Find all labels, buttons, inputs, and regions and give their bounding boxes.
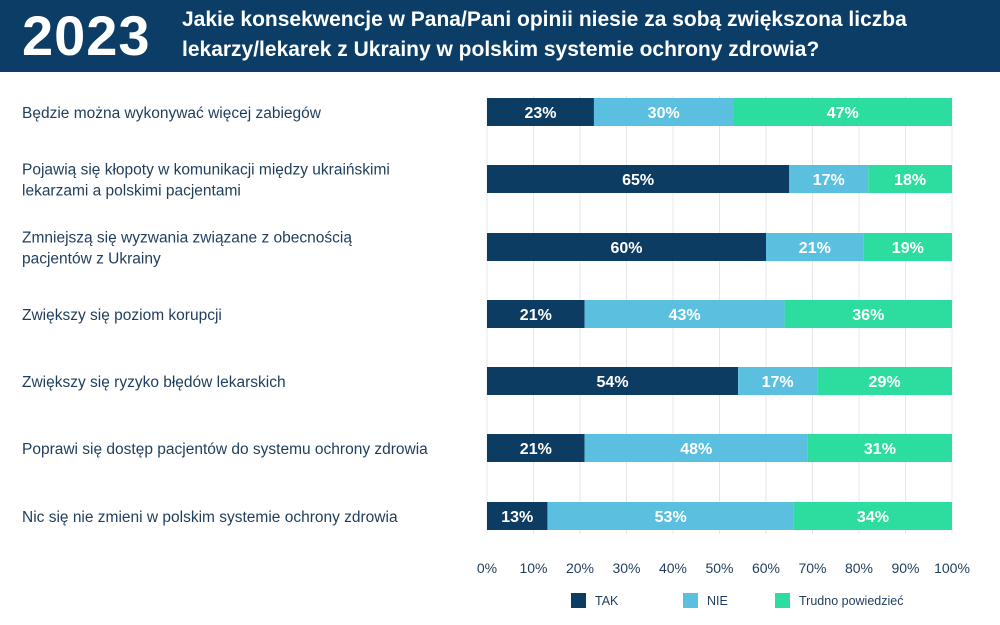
category-label: Zmniejszą się wyzwania związane z obecno… bbox=[22, 230, 352, 247]
legend-swatch-nie bbox=[683, 593, 698, 608]
data-label: 60% bbox=[610, 240, 642, 257]
category-label: lekarzami a polskimi pacjentami bbox=[22, 183, 241, 200]
data-label: 17% bbox=[762, 374, 794, 391]
bar-trudno-powiedzieć bbox=[793, 502, 952, 530]
x-tick-label: 100% bbox=[934, 560, 970, 576]
bar-nie bbox=[766, 233, 864, 261]
bar-nie bbox=[584, 300, 785, 328]
legend-label: TAK bbox=[595, 594, 619, 608]
data-label: 31% bbox=[864, 441, 896, 458]
bar-trudno-powiedzieć bbox=[868, 165, 952, 193]
bar-nie bbox=[547, 502, 794, 530]
legend: TAK NIE Trudno powiedzieć bbox=[571, 593, 903, 608]
data-label: 54% bbox=[597, 374, 629, 391]
x-tick-label: 20% bbox=[566, 560, 594, 576]
category-labels: Będzie można wykonywać więcej zabiegów Po… bbox=[22, 105, 428, 526]
data-label: 47% bbox=[827, 105, 859, 122]
bar-nie bbox=[593, 98, 734, 126]
data-label: 48% bbox=[680, 441, 712, 458]
data-label: 23% bbox=[524, 105, 556, 122]
x-tick-label: 30% bbox=[612, 560, 640, 576]
x-tick-label: 10% bbox=[519, 560, 547, 576]
legend-swatch-trudno-powiedzieć bbox=[775, 593, 790, 608]
legend-swatch-tak bbox=[571, 593, 586, 608]
x-axis-ticks: 0% 10% 20% 30% 40% 50% 60% 70% 80% 90% 100% bbox=[477, 560, 970, 576]
data-label: 29% bbox=[869, 374, 901, 391]
category-label: Poprawi się dostęp pacjentów do systemu … bbox=[22, 441, 428, 458]
data-label: 36% bbox=[852, 307, 884, 324]
category-label: Zwiększy się poziom korupcji bbox=[22, 307, 222, 324]
bar-nie bbox=[789, 165, 869, 193]
bars: 23% 30% 47% 65% 17% 18% 60% 21% 19% 21% 43% 36% 54% 1… bbox=[487, 98, 952, 530]
data-label: 21% bbox=[520, 441, 552, 458]
bar-tak bbox=[487, 367, 739, 395]
bar-trudno-powiedzieć bbox=[817, 367, 952, 395]
year-label: 2023 bbox=[22, 4, 151, 67]
bar-trudno-powiedzieć bbox=[733, 98, 952, 126]
data-label: 53% bbox=[655, 509, 687, 526]
data-label: 18% bbox=[894, 172, 926, 189]
bar-tak bbox=[487, 502, 548, 530]
bar-trudno-powiedzieć bbox=[784, 300, 952, 328]
category-label: Będzie można wykonywać więcej zabiegów bbox=[22, 105, 322, 122]
bar-tak bbox=[487, 300, 585, 328]
stacked-bar-chart: Będzie można wykonywać więcej zabiegów Po… bbox=[22, 96, 970, 608]
bar-trudno-powiedzieć bbox=[807, 434, 952, 462]
data-label: 43% bbox=[669, 307, 701, 324]
x-tick-label: 40% bbox=[659, 560, 687, 576]
x-tick-label: 70% bbox=[798, 560, 826, 576]
category-label: Nic się nie zmieni w polskim systemie oc… bbox=[22, 509, 398, 526]
data-label: 13% bbox=[501, 509, 533, 526]
bar-trudno-powiedzieć bbox=[863, 233, 952, 261]
legend-label: Trudno powiedzieć bbox=[799, 594, 903, 608]
chart-title: Jakie konsekwencje w Pana/Pani opinii ni… bbox=[182, 8, 907, 61]
bar-nie bbox=[738, 367, 818, 395]
bar-tak bbox=[487, 434, 585, 462]
x-tick-label: 80% bbox=[845, 560, 873, 576]
data-label: 34% bbox=[857, 509, 889, 526]
data-label: 21% bbox=[799, 240, 831, 257]
data-label: 17% bbox=[813, 172, 845, 189]
bar-tak bbox=[487, 98, 594, 126]
data-label: 30% bbox=[648, 105, 680, 122]
bar-tak bbox=[487, 233, 766, 261]
bar-tak bbox=[487, 165, 790, 193]
data-label: 65% bbox=[622, 172, 654, 189]
x-tick-label: 50% bbox=[705, 560, 733, 576]
x-tick-label: 60% bbox=[752, 560, 780, 576]
category-label: Zwiększy się ryzyko błędów lekarskich bbox=[22, 374, 286, 391]
data-label: 21% bbox=[520, 307, 552, 324]
bar-nie bbox=[584, 434, 808, 462]
data-label: 19% bbox=[892, 240, 924, 257]
category-label: Pojawią się kłopoty w komunikacji między… bbox=[22, 162, 390, 179]
header-banner: 2023 Jakie konsekwencje w Pana/Pani opin… bbox=[0, 0, 1000, 72]
x-tick-label: 0% bbox=[477, 560, 497, 576]
category-label: pacjentów z Ukrainy bbox=[22, 251, 161, 268]
x-tick-label: 90% bbox=[891, 560, 919, 576]
legend-label: NIE bbox=[707, 594, 728, 608]
